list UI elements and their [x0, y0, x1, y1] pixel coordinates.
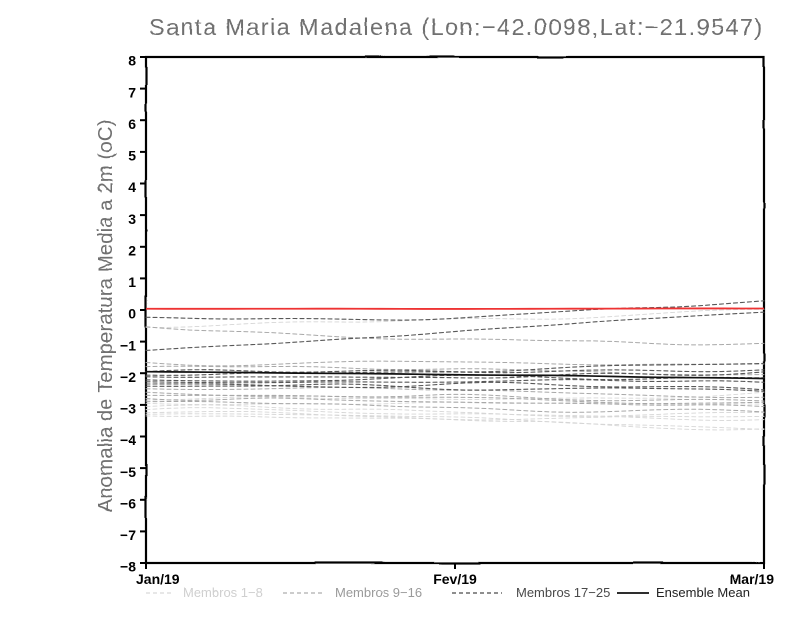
svg-text:2: 2 [128, 243, 136, 259]
svg-text:Jan/19: Jan/19 [136, 571, 180, 587]
svg-text:−3: −3 [120, 401, 136, 417]
svg-text:4: 4 [128, 179, 136, 195]
svg-text:8: 8 [128, 53, 136, 69]
svg-text:−4: −4 [120, 432, 136, 448]
svg-text:−2: −2 [120, 369, 136, 385]
svg-text:−1: −1 [120, 337, 136, 353]
svg-text:Membros 9−16: Membros 9−16 [335, 585, 422, 600]
svg-text:7: 7 [128, 84, 136, 100]
svg-text:−5: −5 [120, 464, 136, 480]
svg-text:Anomalia de Temperatura Media: Anomalia de Temperatura Media a 2m (oC) [94, 120, 117, 513]
svg-text:5: 5 [128, 148, 136, 164]
svg-text:Membros 17−25: Membros 17−25 [516, 585, 610, 600]
svg-text:Membros 1−8: Membros 1−8 [183, 585, 263, 600]
svg-text:0: 0 [128, 306, 136, 322]
svg-text:1: 1 [128, 274, 136, 290]
svg-text:Ensemble Mean: Ensemble Mean [656, 585, 750, 600]
svg-text:Santa Maria Madalena (Lon:−42.: Santa Maria Madalena (Lon:−42.0098,Lat:−… [149, 14, 764, 40]
svg-text:−8: −8 [120, 559, 136, 575]
svg-text:−7: −7 [120, 527, 136, 543]
svg-text:−6: −6 [120, 496, 136, 512]
svg-text:6: 6 [128, 116, 136, 132]
svg-text:Fev/19: Fev/19 [433, 571, 477, 587]
svg-text:3: 3 [128, 211, 136, 227]
